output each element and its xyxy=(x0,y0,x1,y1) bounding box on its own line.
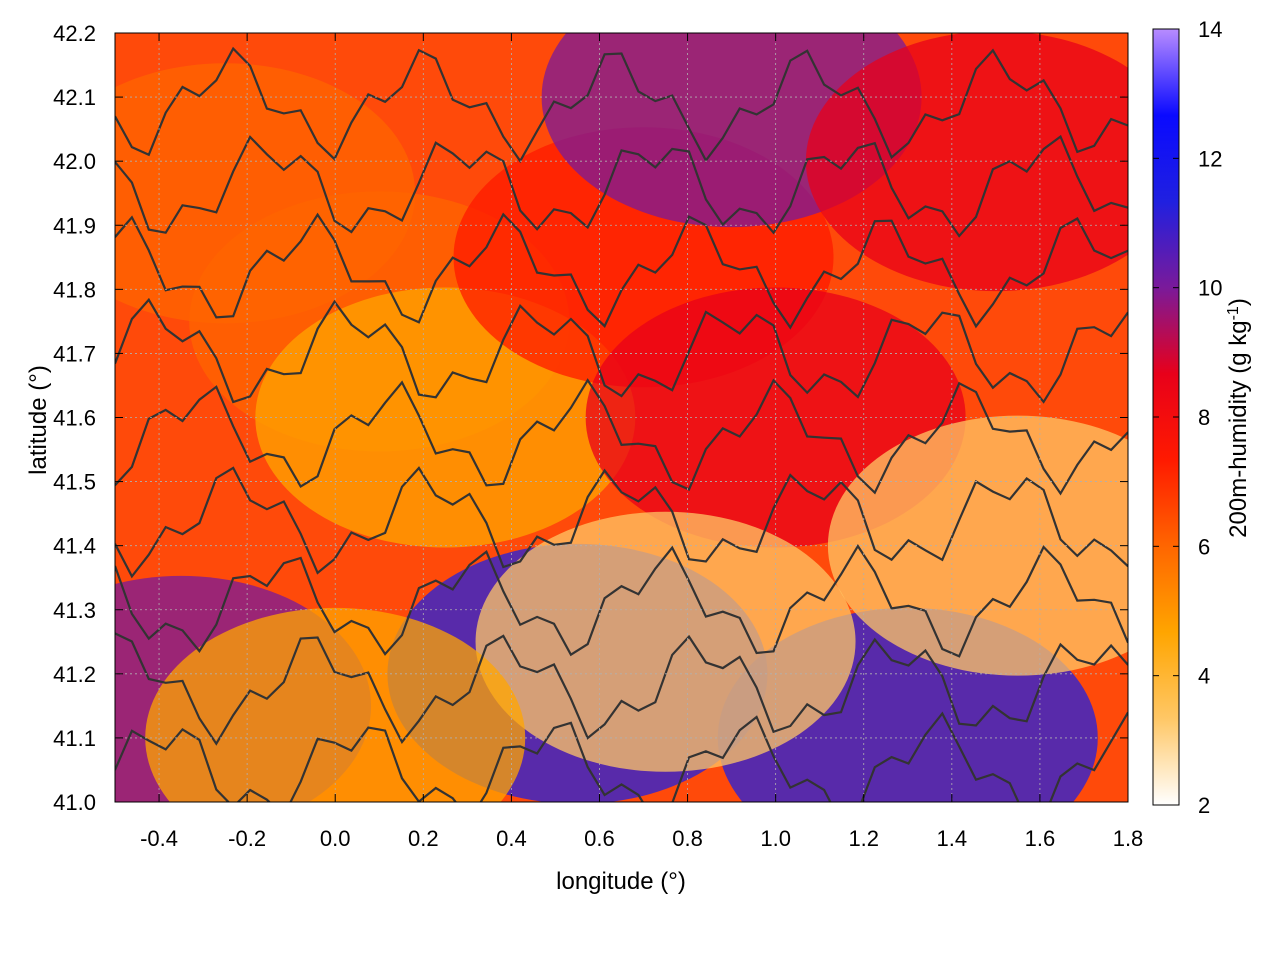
colorbar-label-end: ) xyxy=(1225,298,1252,306)
y-tick-label: 41.4 xyxy=(53,534,96,559)
x-tick-label: -0.2 xyxy=(228,826,266,851)
y-tick-label: 41.0 xyxy=(53,790,96,815)
y-axis: 41.0 41.1 41.2 41.3 41.4 41.5 41.6 41.7 41.8 41.9… xyxy=(53,21,1128,815)
x-tick-label: 1.8 xyxy=(1113,826,1144,851)
colorbar-tick-label: 10 xyxy=(1198,276,1222,301)
y-tick-label: 41.1 xyxy=(53,726,96,751)
contour-line xyxy=(115,297,1128,404)
field-region xyxy=(827,415,1128,676)
contour-lines xyxy=(115,46,1128,802)
contour-line xyxy=(115,378,1128,496)
x-tick-label: 1.6 xyxy=(1025,826,1056,851)
y-tick-label: 42.0 xyxy=(53,149,96,174)
contour-line xyxy=(115,46,1128,164)
x-tick-label: 0.6 xyxy=(584,826,615,851)
colorbar-tick-label: 14 xyxy=(1198,17,1222,42)
x-tick-label: 0.0 xyxy=(320,826,351,851)
humidity-field xyxy=(115,33,1128,802)
x-tick-label: 1.2 xyxy=(848,826,879,851)
colorbar-label: 200m-humidity (g kg-1) xyxy=(1225,298,1253,538)
x-axis: -0.4 -0.2 0.0 0.2 0.4 0.6 0.8 1.0 1.2 1.4 1.6 1.8 xyxy=(140,33,1143,851)
y-tick-label: 42.1 xyxy=(53,85,96,110)
colorbar-tick-label: 12 xyxy=(1198,146,1222,171)
y-tick-label: 42.2 xyxy=(53,21,96,46)
colorbar-label-sup: -1 xyxy=(1225,306,1242,320)
colorbar-label-main: 200m-humidity (g kg xyxy=(1225,320,1252,537)
x-tick-label: 0.8 xyxy=(672,826,703,851)
contour-line xyxy=(115,632,1128,746)
colorbar-tick-label: 8 xyxy=(1198,405,1210,430)
x-tick-label: -0.4 xyxy=(140,826,178,851)
contour-line xyxy=(115,212,1128,330)
y-axis-label: latitude (°) xyxy=(25,365,52,475)
x-tick-label: 0.4 xyxy=(496,826,527,851)
contour-line xyxy=(115,466,1128,579)
colorbar-tick-label: 2 xyxy=(1198,793,1210,818)
contour-line xyxy=(115,711,1128,802)
colorbar-tick-label: 6 xyxy=(1198,534,1210,559)
field-blobs xyxy=(115,33,1128,802)
y-tick-label: 41.6 xyxy=(53,406,96,431)
colorbar: 2 4 6 8 10 12 14 200m-humidity (g kg-1) xyxy=(1152,17,1253,818)
y-tick-label: 41.8 xyxy=(53,277,96,302)
y-tick-label: 41.2 xyxy=(53,662,96,687)
y-tick-label: 41.9 xyxy=(53,213,96,238)
x-tick-label: 1.0 xyxy=(760,826,791,851)
contour-line xyxy=(115,544,1128,658)
field-region xyxy=(475,511,856,772)
y-tick-label: 41.7 xyxy=(53,341,96,366)
grid xyxy=(115,32,1129,803)
y-tick-label: 41.5 xyxy=(53,470,96,495)
x-tick-label: 0.2 xyxy=(408,826,439,851)
field-region xyxy=(805,33,1128,292)
x-axis-label: longitude (°) xyxy=(556,868,686,895)
contour-line xyxy=(115,134,1128,238)
x-tick-label: 1.4 xyxy=(937,826,968,851)
colorbar-ticks: 2 4 6 8 10 12 14 xyxy=(1153,17,1222,818)
colorbar-tick-label: 4 xyxy=(1198,664,1210,689)
y-tick-label: 41.3 xyxy=(53,598,96,623)
